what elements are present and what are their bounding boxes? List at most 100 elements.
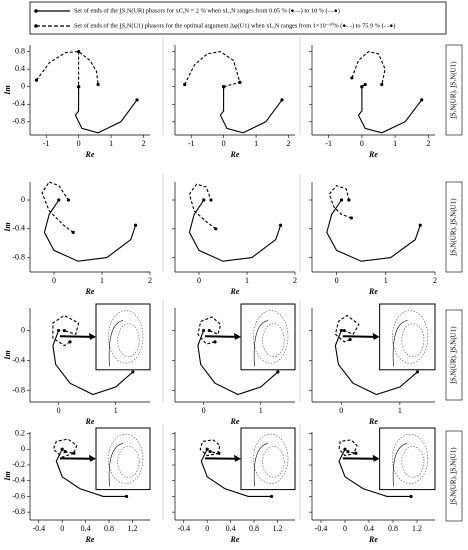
x-tick-label: -0.4 — [315, 524, 328, 533]
x-tick-label: 1 — [254, 139, 258, 148]
x-tick-label: 1.2 — [272, 524, 282, 533]
x-axis-label: Re — [230, 417, 240, 426]
series-line — [188, 199, 282, 262]
zoom-arrow-head — [89, 332, 96, 340]
end-point — [343, 447, 347, 451]
y-tick-label: 0.2 — [15, 428, 25, 437]
x-tick-label: 0.8 — [104, 524, 114, 533]
x-tick-label: 0 — [52, 276, 56, 285]
y-tick-label: 0 — [21, 195, 25, 204]
end-point — [238, 80, 242, 84]
x-axis-label: Re — [85, 417, 95, 426]
x-tick-label: 0.4 — [226, 524, 236, 533]
x-tick-label: 0 — [205, 524, 209, 533]
x-tick-label: 2 — [293, 276, 297, 285]
inset-box — [95, 303, 151, 371]
end-point — [350, 76, 354, 80]
inset-loop — [253, 310, 289, 364]
inset-box — [95, 427, 151, 491]
series-line — [357, 86, 423, 134]
x-axis-label: Re — [368, 287, 378, 296]
series-line — [334, 330, 418, 396]
series-line — [199, 439, 221, 457]
x-tick-label: 0 — [343, 524, 347, 533]
end-point — [68, 340, 72, 344]
series-line — [43, 199, 137, 262]
x-tick-label: 0.4 — [364, 524, 374, 533]
row-label-box — [445, 44, 463, 136]
zoom-arrow-head — [234, 454, 241, 462]
x-axis-label: Re — [368, 150, 378, 159]
x-axis-label: Re — [368, 535, 378, 544]
end-point — [56, 328, 61, 333]
end-point — [420, 98, 424, 102]
x-axis-label: Re — [230, 535, 240, 544]
x-tick-label: 1 — [393, 139, 397, 148]
x-tick-label: -0.4 — [177, 524, 190, 533]
y-tick-label: -0.4 — [12, 476, 25, 485]
x-tick-label: 2 — [426, 139, 430, 148]
y-tick-label: 0 — [21, 444, 25, 453]
x-tick-label: 1.2 — [412, 524, 422, 533]
legend-dot — [34, 24, 38, 28]
x-tick-label: 1 — [259, 406, 263, 415]
x-axis-label: Re — [85, 150, 95, 159]
end-point — [280, 98, 284, 102]
zoom-arrow — [204, 335, 239, 338]
x-tick-label: 1 — [384, 276, 388, 285]
inset-box — [379, 427, 436, 491]
series-line — [36, 51, 99, 85]
inset-loop — [108, 433, 144, 484]
x-tick-label: 0 — [57, 406, 61, 415]
inset-curve — [108, 320, 124, 367]
end-point — [269, 494, 274, 499]
x-tick-label: 0.8 — [249, 524, 259, 533]
end-point — [135, 98, 139, 102]
y-tick-label: -0.4 — [12, 355, 25, 364]
inset-loop — [117, 446, 140, 478]
x-tick-label: 0.4 — [81, 524, 91, 533]
legend-dot — [34, 9, 38, 13]
end-point — [205, 447, 209, 451]
end-point — [349, 216, 353, 220]
x-tick-label: -0.4 — [32, 524, 45, 533]
end-point — [380, 82, 384, 87]
x-tick-label: 2 — [142, 139, 146, 148]
end-point — [60, 447, 64, 451]
series-line — [74, 86, 138, 134]
end-point — [339, 198, 344, 202]
inset-curve — [392, 320, 408, 367]
y-tick-label: -0.4 — [12, 99, 25, 108]
x-tick-label: 1 — [245, 276, 249, 285]
inset-curve — [253, 443, 269, 487]
x-axis-label: Re — [85, 287, 95, 296]
x-tick-label: 0 — [339, 406, 343, 415]
row-label: I̲S,N(UR), I̲S,N(U1) — [450, 198, 458, 257]
series-line — [334, 314, 360, 343]
end-point — [354, 451, 358, 455]
end-point — [279, 223, 283, 227]
x-tick-label: 2 — [148, 276, 152, 285]
end-point — [209, 198, 213, 202]
y-tick-label: 0.8 — [15, 46, 25, 55]
end-point — [63, 450, 67, 454]
y-tick-label: -0.2 — [12, 460, 25, 469]
row-label-box — [445, 181, 463, 273]
y-tick-label: 0 — [21, 82, 25, 91]
inset-curve — [108, 443, 124, 487]
series-line — [197, 330, 279, 396]
series-line — [351, 51, 386, 85]
series-line — [223, 81, 241, 88]
y-tick-label: -0.8 — [12, 117, 25, 126]
inset-loop — [108, 310, 144, 364]
x-tick-label: 1 — [114, 406, 118, 415]
y-tick-label: -0.8 — [12, 252, 25, 261]
zoom-arrow — [59, 335, 94, 338]
inset-loop — [401, 446, 425, 478]
series-line — [52, 330, 134, 396]
y-axis-label: Im — [3, 350, 12, 360]
y-tick-label: -0.4 — [12, 224, 25, 233]
end-point — [207, 328, 211, 333]
